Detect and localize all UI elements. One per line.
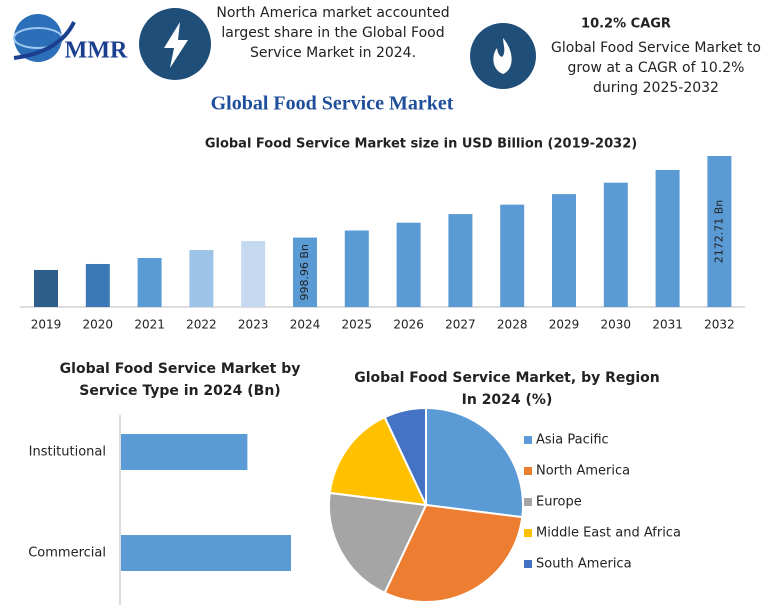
pie-title: Global Food Service Market, by Region (354, 370, 660, 386)
lightning-icon (139, 8, 211, 80)
legend-swatch (524, 436, 532, 444)
x-tick-label: 2027 (445, 318, 476, 332)
cagr-text: Global Food Service Market to grow at a … (551, 40, 761, 96)
hbar-title: Service Type in 2024 (Bn) (79, 383, 280, 399)
value-label: 2172.71 Bn (712, 200, 725, 264)
main-title: Global Food Service Market (211, 93, 454, 115)
bar (707, 156, 732, 307)
x-tick-label: 2032 (704, 318, 735, 332)
logo-text: MMR (65, 38, 128, 64)
bar (396, 222, 421, 307)
bar (500, 204, 525, 307)
x-tick-label: 2022 (186, 318, 217, 332)
bar (189, 250, 214, 307)
y-tick-label: Commercial (28, 546, 106, 561)
hbar-title: Global Food Service Market by (60, 361, 301, 377)
cagr-title: 10.2% CAGR (581, 17, 671, 32)
flame-icon (470, 23, 536, 89)
bar-chart-title: Global Food Service Market size in USD B… (205, 137, 637, 152)
x-tick-label: 2019 (31, 318, 62, 332)
pie-slice (328, 415, 428, 507)
legend-swatch (524, 467, 532, 475)
legend-label: South America (536, 557, 632, 572)
x-tick-label: 2021 (134, 318, 165, 332)
x-tick-label: 2031 (652, 318, 683, 332)
y-tick-label: Institutional (29, 445, 106, 460)
pie-slice (383, 503, 524, 603)
bar (121, 434, 248, 470)
bar (137, 258, 162, 307)
pie-title: In 2024 (%) (462, 392, 553, 408)
bar (655, 169, 680, 307)
legend-label: North America (536, 464, 630, 479)
logo: MMR (13, 14, 128, 64)
pie-slice (328, 491, 428, 595)
legend-swatch (524, 529, 532, 537)
bar (344, 230, 369, 307)
fact-text: North America market accounted largest s… (216, 5, 450, 61)
x-tick-label: 2028 (497, 318, 528, 332)
legend-swatch (524, 498, 532, 506)
bar (85, 263, 110, 307)
legend-label: Middle East and Africa (536, 526, 681, 541)
bar (121, 535, 291, 571)
legend-swatch (524, 560, 532, 568)
bar (293, 237, 317, 307)
x-tick-label: 2023 (238, 318, 269, 332)
x-tick-label: 2026 (393, 318, 424, 332)
bar (448, 214, 473, 307)
legend-label: Asia Pacific (536, 433, 609, 448)
bar (603, 182, 628, 307)
x-tick-label: 2030 (601, 318, 632, 332)
bar (241, 241, 266, 307)
legend-label: Europe (536, 495, 582, 510)
x-tick-label: 2020 (83, 318, 114, 332)
x-tick-label: 2025 (342, 318, 373, 332)
value-label: 998.96 Bn (298, 244, 311, 301)
bar (34, 269, 58, 307)
x-tick-label: 2029 (549, 318, 580, 332)
pie-slice (425, 406, 524, 519)
x-tick-label: 2024 (290, 318, 321, 332)
pie-slice (383, 406, 427, 506)
bar (552, 194, 576, 307)
